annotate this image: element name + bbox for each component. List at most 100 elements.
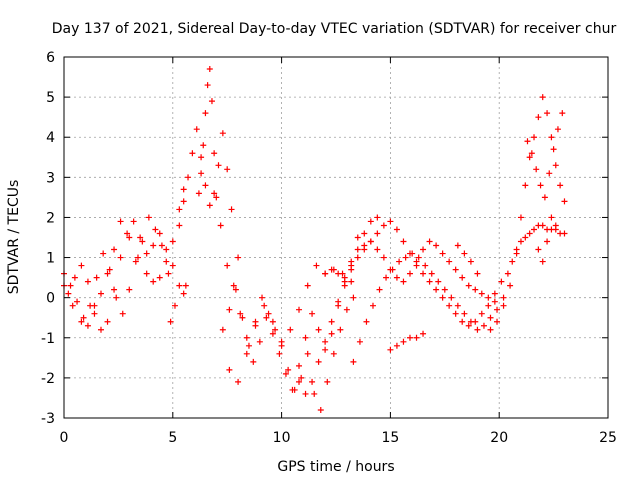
- data-point: [259, 294, 266, 301]
- data-point: [513, 246, 520, 253]
- data-point: [406, 270, 413, 277]
- data-point: [163, 246, 170, 253]
- y-tick-label: 2: [46, 210, 55, 226]
- data-point: [459, 274, 466, 281]
- data-point: [235, 254, 242, 261]
- data-point: [348, 262, 355, 269]
- data-point: [478, 290, 485, 297]
- data-point: [250, 358, 257, 365]
- chart-title: Day 137 of 2021, Sidereal Day-to-day VTE…: [52, 21, 617, 37]
- data-point: [494, 318, 501, 325]
- data-point: [97, 290, 104, 297]
- data-point: [354, 246, 361, 253]
- data-point: [232, 286, 239, 293]
- x-tick-label: 20: [490, 430, 508, 446]
- data-point: [189, 150, 196, 157]
- data-point: [304, 282, 311, 289]
- data-point: [208, 98, 215, 105]
- data-point: [435, 278, 442, 285]
- series-track-l: [354, 234, 498, 305]
- x-tick-labels: 0 5 10 15 20 25: [60, 430, 617, 446]
- data-point: [74, 298, 81, 305]
- data-point: [322, 346, 329, 353]
- data-point: [226, 366, 233, 373]
- data-point: [402, 254, 409, 261]
- x-tick-label: 25: [599, 430, 617, 446]
- data-point: [474, 270, 481, 277]
- y-tick-label: -3: [41, 411, 55, 427]
- series-track-r: [524, 110, 566, 201]
- data-point: [467, 258, 474, 265]
- data-point: [139, 238, 146, 245]
- data-point: [211, 190, 218, 197]
- data-point: [269, 318, 276, 325]
- data-point: [243, 334, 250, 341]
- x-tick-label: 15: [381, 430, 399, 446]
- data-point: [224, 262, 231, 269]
- data-point: [531, 134, 538, 141]
- data-point: [282, 370, 289, 377]
- data-point: [287, 326, 294, 333]
- data-point: [422, 262, 429, 269]
- series-track-e: [176, 126, 242, 261]
- data-point: [97, 326, 104, 333]
- data-point: [465, 322, 472, 329]
- data-point: [452, 266, 459, 273]
- data-point: [119, 310, 126, 317]
- data-point: [335, 298, 342, 305]
- data-point: [265, 310, 272, 317]
- data-point: [152, 226, 159, 233]
- data-point: [374, 246, 381, 253]
- data-point: [487, 326, 494, 333]
- data-point: [165, 270, 172, 277]
- data-point: [478, 310, 485, 317]
- data-point: [500, 294, 507, 301]
- data-point: [354, 254, 361, 261]
- data-point: [544, 110, 551, 117]
- data-point: [296, 378, 303, 385]
- data-point: [561, 230, 568, 237]
- data-point: [180, 290, 187, 297]
- data-point: [507, 282, 514, 289]
- data-point: [206, 66, 213, 73]
- data-point: [198, 154, 205, 161]
- data-point: [559, 110, 566, 117]
- data-point: [454, 242, 461, 249]
- data-point: [400, 238, 407, 245]
- data-point: [111, 286, 118, 293]
- data-point: [374, 214, 381, 221]
- data-point: [361, 242, 368, 249]
- data-point: [117, 218, 124, 225]
- data-point: [252, 322, 259, 329]
- data-point: [374, 230, 381, 237]
- series-track-n: [387, 330, 427, 353]
- data-point: [485, 294, 492, 301]
- data-point: [315, 358, 322, 365]
- series-track-p: [487, 94, 568, 333]
- data-point: [387, 346, 394, 353]
- data-point: [361, 230, 368, 237]
- series-track-g: [219, 286, 357, 413]
- data-point: [313, 262, 320, 269]
- data-point: [413, 258, 420, 265]
- data-point: [219, 326, 226, 333]
- series-track-i: [226, 262, 355, 385]
- data-point: [433, 286, 440, 293]
- data-point: [420, 246, 427, 253]
- data-point: [487, 314, 494, 321]
- data-point: [137, 234, 144, 241]
- data-point: [217, 222, 224, 229]
- data-point: [454, 302, 461, 309]
- data-point: [526, 154, 533, 161]
- data-point: [439, 294, 446, 301]
- y-tick-label: 5: [46, 90, 55, 106]
- data-point: [494, 306, 501, 313]
- data-point: [550, 146, 557, 153]
- data-point: [237, 310, 244, 317]
- data-point: [387, 218, 394, 225]
- data-point: [104, 318, 111, 325]
- data-point: [235, 378, 242, 385]
- data-point: [269, 330, 276, 337]
- data-point: [439, 250, 446, 257]
- data-point: [176, 206, 183, 213]
